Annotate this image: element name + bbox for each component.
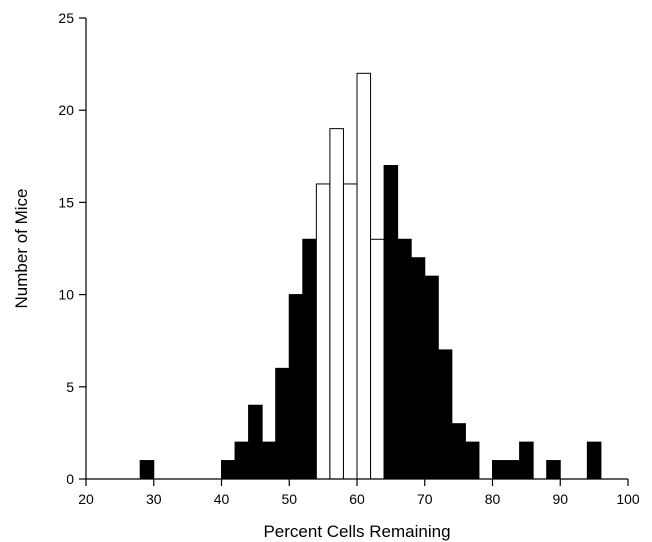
x-tick-label-100: 100 bbox=[616, 491, 640, 507]
y-tick-label-15: 15 bbox=[58, 194, 74, 210]
histogram-bar-95 bbox=[586, 441, 602, 480]
y-tick-label-25: 25 bbox=[58, 10, 74, 26]
histogram-bar-65 bbox=[383, 165, 399, 480]
histogram-bar-67 bbox=[397, 238, 412, 480]
y-tick-label-10: 10 bbox=[58, 287, 74, 303]
histogram-bar-77 bbox=[464, 441, 480, 480]
y-tick-label-20: 20 bbox=[58, 102, 74, 118]
histogram-bar-49 bbox=[275, 367, 290, 480]
axes-group: 20 30 40 50 60 70 80 90 100 0 5 10 15 20 25 bbox=[58, 10, 639, 507]
histogram-bar-63 bbox=[370, 238, 385, 480]
y-axis-label: Number of Mice bbox=[12, 189, 31, 309]
histogram-bar-47 bbox=[261, 441, 277, 480]
x-tick-label-60: 60 bbox=[349, 491, 365, 507]
histogram-bar-59 bbox=[342, 183, 358, 480]
x-tick-label-40: 40 bbox=[214, 491, 230, 507]
histogram-bar-81 bbox=[492, 460, 507, 480]
histogram-bar-85 bbox=[519, 441, 534, 480]
histogram-bar-89 bbox=[546, 460, 561, 480]
x-tick-label-90: 90 bbox=[552, 491, 568, 507]
x-tick-label-50: 50 bbox=[281, 491, 297, 507]
x-tick-label-30: 30 bbox=[146, 491, 162, 507]
x-tick-label-20: 20 bbox=[78, 491, 94, 507]
histogram-bar-53 bbox=[302, 238, 317, 480]
histogram-bar-83 bbox=[505, 460, 521, 480]
histogram-bar-29 bbox=[139, 460, 155, 480]
x-tick-label-80: 80 bbox=[485, 491, 501, 507]
y-tick-label-5: 5 bbox=[66, 379, 74, 395]
histogram-bar-75 bbox=[451, 423, 466, 480]
histogram-bar-73 bbox=[437, 349, 453, 480]
bars-group bbox=[139, 72, 602, 480]
histogram-bar-45 bbox=[248, 404, 263, 480]
histogram-bar-61 bbox=[356, 72, 372, 480]
histogram-bar-41 bbox=[221, 460, 236, 480]
histogram-bar-43 bbox=[234, 441, 250, 480]
x-tick-label-70: 70 bbox=[417, 491, 433, 507]
histogram-bar-55 bbox=[315, 183, 331, 480]
histogram-bar-71 bbox=[424, 275, 439, 480]
histogram-bar-69 bbox=[410, 257, 426, 480]
x-axis-label: Percent Cells Remaining bbox=[263, 522, 450, 541]
histogram-bar-51 bbox=[288, 294, 304, 480]
y-tick-label-0: 0 bbox=[66, 471, 74, 487]
histogram-bar-57 bbox=[329, 128, 344, 480]
